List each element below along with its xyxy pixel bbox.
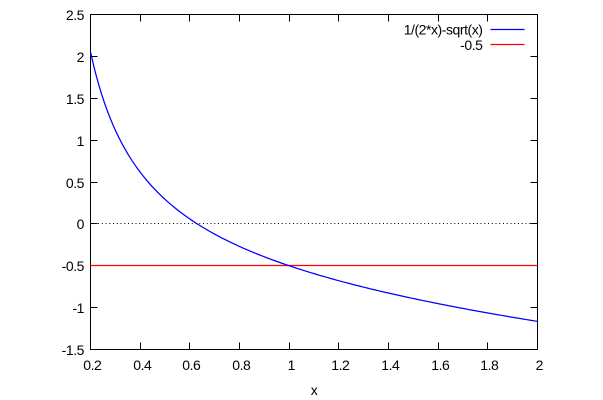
svg-text:1: 1 [77, 133, 85, 149]
svg-text:0.8: 0.8 [232, 357, 251, 373]
svg-text:-0.5: -0.5 [460, 37, 483, 53]
svg-text:1.4: 1.4 [381, 357, 400, 373]
svg-text:2: 2 [77, 49, 85, 65]
svg-text:0.6: 0.6 [182, 357, 201, 373]
svg-text:0.5: 0.5 [66, 175, 85, 191]
svg-text:2.5: 2.5 [66, 7, 85, 23]
svg-text:1: 1 [288, 357, 296, 373]
svg-text:1.2: 1.2 [331, 357, 350, 373]
svg-text:-1.5: -1.5 [62, 342, 85, 358]
svg-text:2: 2 [536, 357, 544, 373]
svg-text:0.2: 0.2 [83, 357, 102, 373]
svg-text:1.8: 1.8 [480, 357, 499, 373]
svg-text:0.4: 0.4 [133, 357, 152, 373]
svg-text:x: x [311, 382, 318, 398]
svg-text:1.6: 1.6 [431, 357, 450, 373]
svg-text:1/(2*x)-sqrt(x): 1/(2*x)-sqrt(x) [404, 21, 483, 37]
svg-text:0: 0 [77, 216, 85, 232]
svg-text:-1: -1 [72, 300, 84, 316]
svg-text:1.5: 1.5 [66, 91, 85, 107]
svg-text:-0.5: -0.5 [62, 258, 85, 274]
